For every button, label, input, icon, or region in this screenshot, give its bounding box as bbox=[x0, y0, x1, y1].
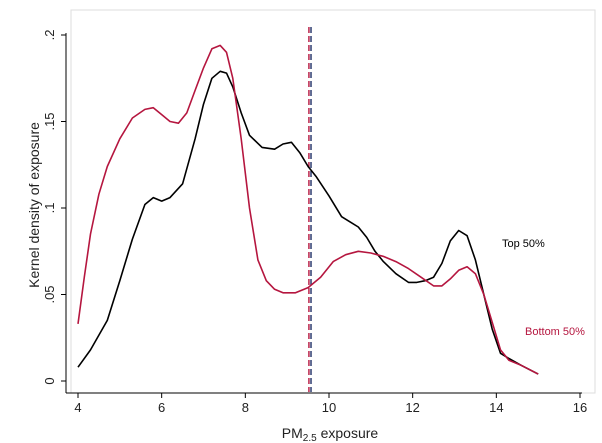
series-labels: Top 50% Bottom 50% bbox=[502, 238, 585, 338]
x-tick-label: 16 bbox=[573, 400, 587, 415]
axes: 0 .05 .1 .15 .2 4 6 8 10 12 14 16 bbox=[42, 30, 587, 415]
y-tick-label: 0 bbox=[42, 377, 57, 384]
y-tick-label: .1 bbox=[42, 203, 57, 214]
x-tick-label: 10 bbox=[322, 400, 336, 415]
y-axis-title: Kernel density of exposure bbox=[26, 122, 42, 288]
y-tick-label: .2 bbox=[42, 30, 57, 41]
y-tick-label: .05 bbox=[42, 285, 57, 303]
series-line-bottom-50 bbox=[77, 44, 539, 375]
series-label-top-50: Top 50% bbox=[502, 238, 545, 250]
series-lines bbox=[77, 44, 539, 375]
x-axis-title: PM2.5 exposure bbox=[282, 425, 379, 443]
x-tick-label: 12 bbox=[405, 400, 419, 415]
series-line-top-50 bbox=[77, 70, 539, 375]
x-tick-label: 6 bbox=[158, 400, 165, 415]
series-label-bottom-50: Bottom 50% bbox=[525, 326, 585, 338]
x-tick-label: 14 bbox=[489, 400, 503, 415]
x-tick-label: 4 bbox=[74, 400, 81, 415]
reference-lines bbox=[308, 27, 312, 392]
y-tick-label: .15 bbox=[42, 112, 57, 130]
x-tick-label: 8 bbox=[242, 400, 249, 415]
